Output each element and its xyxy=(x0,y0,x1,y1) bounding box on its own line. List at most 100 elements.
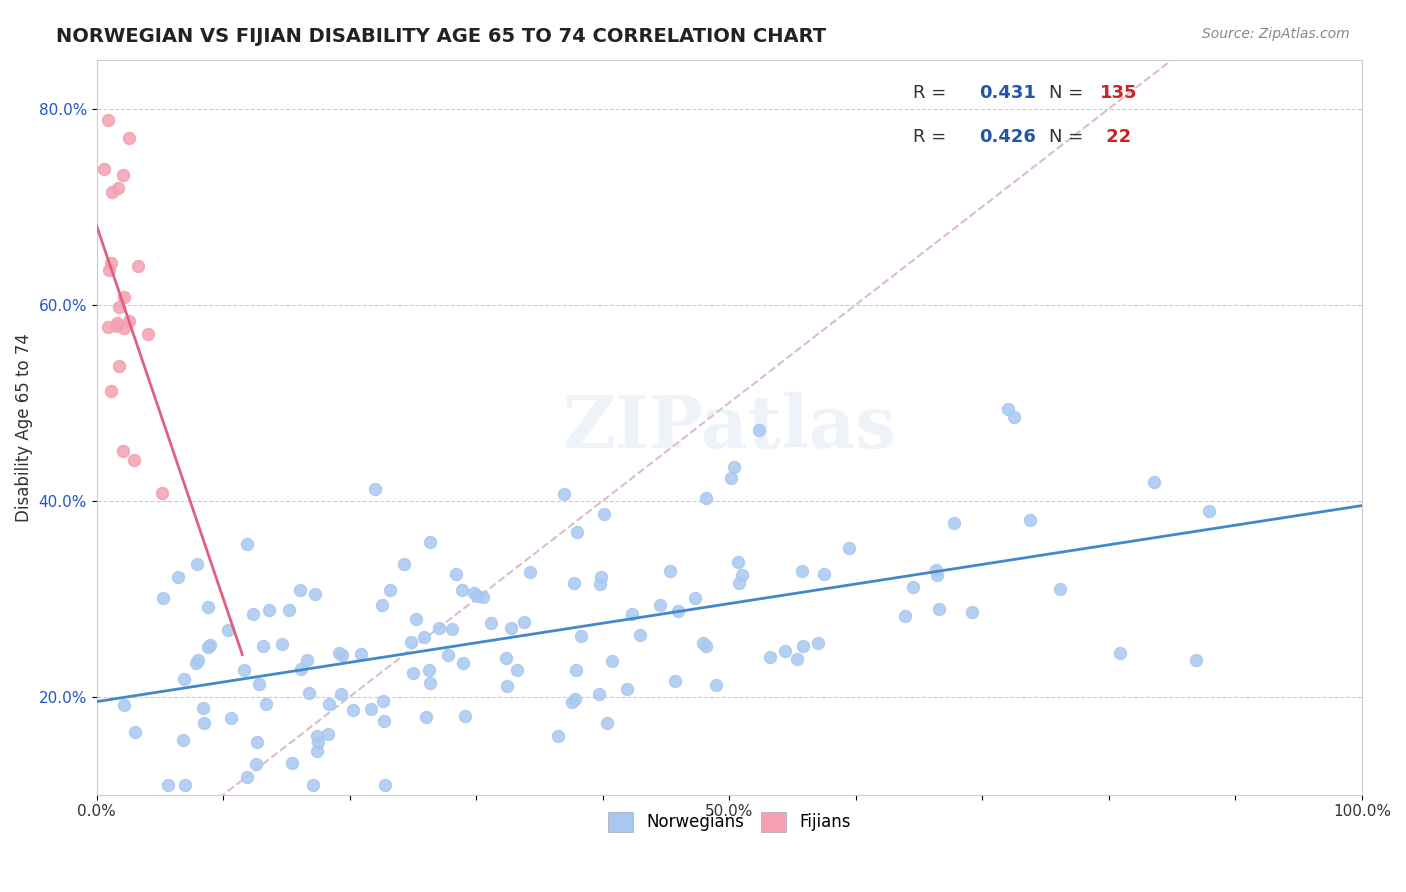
Point xyxy=(813,566,835,581)
Point xyxy=(506,663,529,677)
Point xyxy=(112,444,135,458)
Point xyxy=(463,586,485,600)
Point xyxy=(174,778,197,792)
Point xyxy=(270,637,292,651)
Text: ZIPatlas: ZIPatlas xyxy=(562,392,897,463)
Point xyxy=(418,663,440,677)
Point xyxy=(373,714,395,729)
Point xyxy=(561,695,583,709)
Text: R =: R = xyxy=(912,84,952,102)
Point xyxy=(342,703,364,717)
Point xyxy=(371,694,394,708)
Point xyxy=(419,535,441,549)
Point xyxy=(295,653,318,667)
Point xyxy=(569,629,592,643)
Point xyxy=(960,605,983,619)
Point xyxy=(479,616,502,631)
Point xyxy=(304,587,326,601)
Point xyxy=(773,644,796,658)
Point xyxy=(167,570,190,584)
Point xyxy=(107,180,129,194)
Point xyxy=(495,679,517,693)
Point xyxy=(186,557,208,571)
Point xyxy=(1018,513,1040,527)
Point xyxy=(118,314,141,328)
Point xyxy=(150,486,173,500)
Text: 0.431: 0.431 xyxy=(979,84,1035,102)
Point xyxy=(252,640,274,654)
Point xyxy=(495,651,517,665)
Point xyxy=(1109,646,1132,660)
Point xyxy=(97,112,120,127)
Point xyxy=(519,566,541,580)
Point xyxy=(1198,504,1220,518)
Point xyxy=(553,487,575,501)
Point xyxy=(318,698,340,712)
Point xyxy=(454,709,477,723)
Point xyxy=(187,653,209,667)
Point xyxy=(589,576,612,591)
Point xyxy=(100,384,122,399)
Point xyxy=(621,607,644,621)
Point xyxy=(616,681,638,696)
Point xyxy=(786,651,808,665)
Point xyxy=(371,599,394,613)
Point xyxy=(247,676,270,690)
Point xyxy=(184,656,207,670)
Point xyxy=(666,603,689,617)
Point xyxy=(446,566,468,581)
Point xyxy=(105,316,128,330)
Text: 22: 22 xyxy=(1099,128,1132,145)
Point xyxy=(328,646,350,660)
Y-axis label: Disability Age 65 to 74: Disability Age 65 to 74 xyxy=(15,333,32,522)
Point xyxy=(727,555,749,569)
Point xyxy=(172,732,194,747)
Point xyxy=(759,650,782,665)
Text: NORWEGIAN VS FIJIAN DISABILITY AGE 65 TO 74 CORRELATION CHART: NORWEGIAN VS FIJIAN DISABILITY AGE 65 TO… xyxy=(56,27,827,45)
Point xyxy=(453,656,475,670)
Point xyxy=(731,568,754,582)
Point xyxy=(235,537,257,551)
Point xyxy=(901,580,924,594)
Point xyxy=(298,686,321,700)
Point xyxy=(236,770,259,784)
Point xyxy=(307,735,329,749)
Point xyxy=(997,401,1019,416)
Point xyxy=(692,635,714,649)
Point xyxy=(588,687,610,701)
Point xyxy=(245,757,267,772)
Point xyxy=(374,778,396,792)
Point xyxy=(838,541,860,555)
Point xyxy=(122,453,145,467)
Point xyxy=(592,507,614,521)
Point xyxy=(152,591,174,606)
Point xyxy=(1049,582,1071,597)
Point xyxy=(1185,653,1208,667)
Point xyxy=(392,557,415,571)
Point xyxy=(925,563,948,577)
Text: N =: N = xyxy=(1049,128,1090,145)
Point xyxy=(112,169,135,183)
Point xyxy=(112,698,135,712)
Point xyxy=(107,359,129,373)
Point xyxy=(513,615,536,629)
Point xyxy=(747,423,769,437)
Point xyxy=(288,582,311,597)
Point xyxy=(399,634,422,648)
Point xyxy=(564,691,586,706)
Point xyxy=(648,599,671,613)
Point xyxy=(683,591,706,606)
Point xyxy=(562,576,585,591)
Point xyxy=(101,185,124,199)
Point xyxy=(628,628,651,642)
Point xyxy=(589,570,612,584)
Point xyxy=(332,648,354,663)
Point xyxy=(316,727,339,741)
Point xyxy=(893,608,915,623)
Point xyxy=(927,568,949,582)
Point xyxy=(329,687,352,701)
Point xyxy=(254,697,277,711)
Point xyxy=(405,612,427,626)
Legend: Norwegians, Fijians: Norwegians, Fijians xyxy=(595,798,865,846)
Point xyxy=(360,702,382,716)
